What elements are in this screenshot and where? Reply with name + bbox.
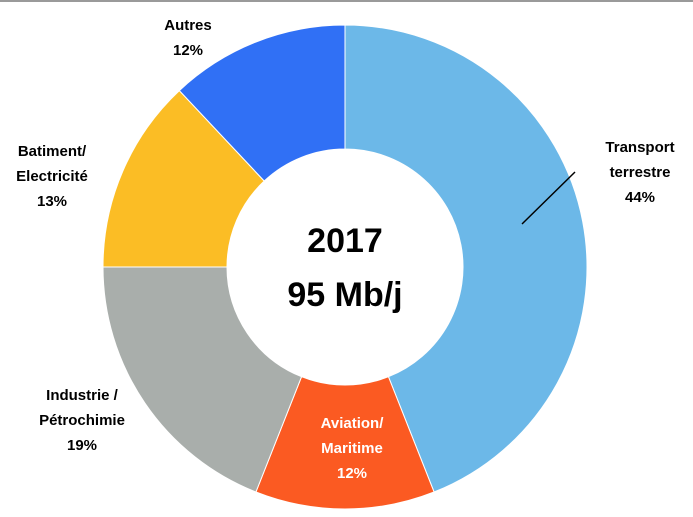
slice-label-industrie: Industrie / Pétrochimie 19%	[39, 387, 125, 454]
slice-name-line: terrestre	[610, 164, 671, 181]
slice-name-line: Batiment/	[18, 143, 87, 160]
slice-label-autres: Autres 12%	[164, 17, 212, 59]
slice-name-line: Transport	[605, 139, 674, 156]
slice-aviation	[255, 376, 435, 510]
slice-transport	[344, 24, 588, 493]
slice-name-line: Industrie /	[46, 387, 119, 404]
top-border-rule	[0, 0, 693, 2]
slice-name-line: Electricité	[16, 168, 88, 185]
slice-batiment	[102, 89, 265, 268]
slice-value-label: 44%	[625, 189, 655, 206]
slice-label-aviation: Aviation/Maritime 12%	[321, 415, 385, 482]
center-year: 2017	[307, 222, 383, 260]
slice-value-label: 12%	[173, 42, 203, 59]
slice-name-line: Aviation/	[321, 415, 385, 432]
slice-value-label: 12%	[337, 465, 367, 482]
slice-name-line: Maritime	[321, 440, 383, 457]
donut-slices	[102, 24, 588, 510]
slice-industrie	[102, 266, 303, 493]
center-volume: 95 Mb/j	[287, 276, 402, 314]
slice-value-label: 13%	[37, 193, 67, 210]
slice-name-line: Autres	[164, 17, 212, 34]
slice-autres	[178, 24, 346, 182]
slice-labels: Transport terrestre 44% Aviation/Maritime 12…	[16, 17, 674, 482]
slice-name-line: Pétrochimie	[39, 412, 125, 429]
slice-value-label: 19%	[67, 437, 97, 454]
transport-leader-line	[521, 171, 576, 225]
slice-label-batiment: Batiment/Electricité 13%	[16, 143, 88, 210]
slice-label-transport: Transport terrestre 44%	[605, 139, 674, 206]
